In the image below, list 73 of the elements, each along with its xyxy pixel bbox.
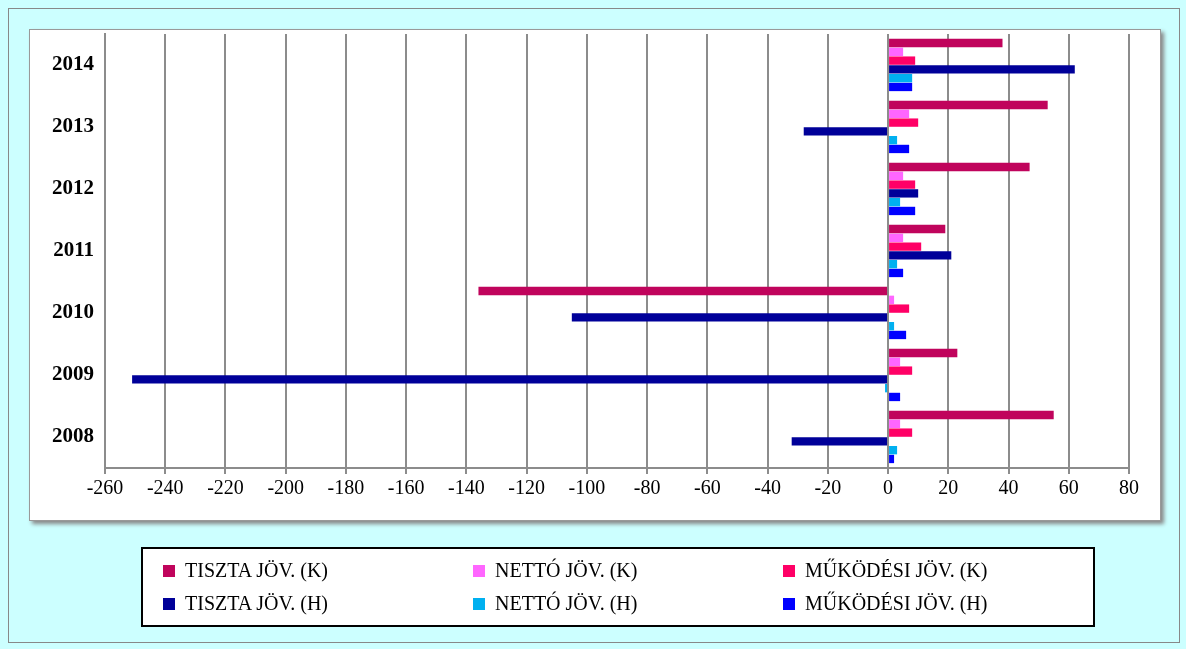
bar: [889, 295, 895, 304]
x-tick-label: -180: [327, 476, 365, 499]
bar: [889, 357, 901, 366]
bar: [889, 162, 1030, 172]
y-tick-label: 2013: [52, 113, 94, 138]
x-tick-label: -260: [86, 476, 124, 499]
bar: [889, 206, 916, 216]
bar: [889, 224, 946, 234]
bar: [889, 322, 895, 331]
bar: [889, 171, 904, 180]
bar: [889, 419, 901, 428]
bar: [889, 100, 1048, 110]
bar: [889, 410, 1054, 420]
bar: [791, 437, 888, 446]
bar: [132, 375, 888, 384]
bar: [885, 384, 888, 393]
x-tick-label: 20: [938, 476, 959, 499]
x-tick-label: -200: [267, 476, 305, 499]
y-tick-label: 2008: [52, 423, 94, 448]
legend-label: MŰKÖDÉSI JÖV. (K): [805, 559, 988, 582]
bar: [889, 109, 910, 118]
bar: [889, 454, 895, 464]
legend-label: TISZTA JÖV. (K): [185, 559, 329, 582]
x-tick-label: -60: [694, 476, 721, 499]
bar: [889, 180, 916, 189]
bar: [889, 446, 898, 455]
bar: [889, 233, 904, 242]
bar: [889, 198, 901, 207]
bar: [889, 304, 910, 313]
bar: [889, 82, 913, 92]
x-tick-label: -220: [207, 476, 244, 499]
bar: [889, 428, 913, 437]
bar: [889, 242, 922, 251]
bar: [889, 268, 904, 278]
bar: [889, 330, 907, 340]
y-tick-label: 2011: [53, 237, 94, 262]
bar: [889, 189, 919, 198]
y-tick-label: 2010: [52, 299, 94, 324]
x-tick-label: 80: [1119, 476, 1139, 499]
x-tick-label: -120: [508, 476, 545, 499]
bar: [889, 348, 958, 358]
x-tick-label: -40: [754, 476, 781, 499]
bar: [803, 127, 888, 136]
bar: [889, 366, 913, 375]
x-tick-label: 60: [1058, 476, 1079, 499]
bar: [889, 251, 952, 260]
bar: [889, 65, 1075, 74]
bar: [889, 260, 898, 269]
bar: [889, 118, 919, 127]
bar: [478, 286, 888, 296]
x-tick-label: 0: [883, 476, 894, 499]
bar: [889, 392, 901, 402]
bar: [889, 56, 916, 65]
bar: [889, 144, 910, 154]
bar: [889, 47, 904, 56]
x-tick-label: -20: [814, 476, 842, 499]
bar: [889, 38, 1003, 48]
y-tick-label: 2012: [52, 175, 94, 200]
x-tick-label: -100: [568, 476, 606, 499]
y-tick-label: 2014: [52, 51, 95, 76]
x-tick-label: -140: [448, 476, 485, 499]
x-tick-label: -240: [146, 476, 184, 499]
legend-label: NETTÓ JÖV. (H): [495, 592, 638, 615]
legend-label: MŰKÖDÉSI JÖV. (H): [805, 592, 988, 615]
x-tick-label: -160: [387, 476, 425, 499]
bar: [889, 136, 898, 145]
bar: [571, 313, 888, 322]
y-tick-label: 2009: [52, 361, 94, 386]
x-tick-label: 40: [998, 476, 1019, 499]
x-tick-label: -80: [633, 476, 661, 499]
legend-label: NETTÓ JÖV. (K): [495, 559, 638, 582]
bar: [889, 74, 913, 83]
legend-label: TISZTA JÖV. (H): [185, 592, 329, 615]
